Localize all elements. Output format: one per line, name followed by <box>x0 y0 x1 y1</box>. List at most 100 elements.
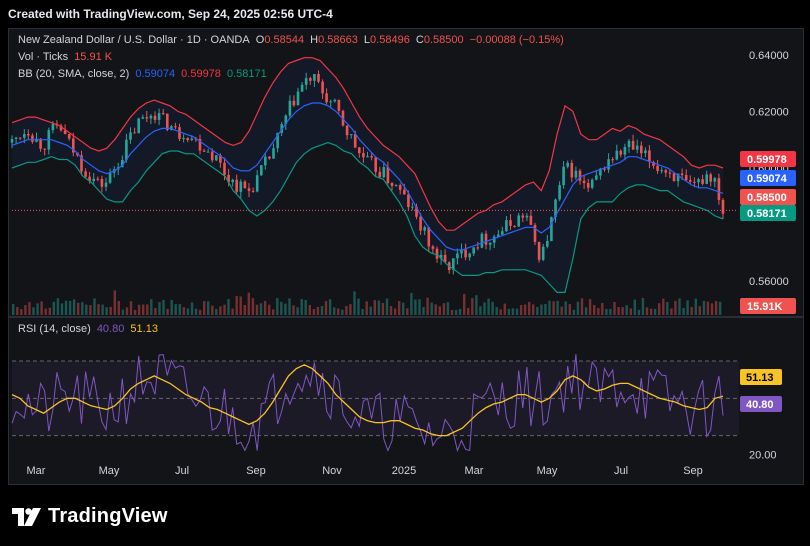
volume-bar <box>426 297 429 315</box>
volume-bar <box>641 298 645 315</box>
candle <box>652 160 655 169</box>
volume-bar <box>40 301 43 315</box>
volume-bar <box>653 308 657 315</box>
rsi-legend: RSI (14, close) 40.80 51.13 <box>18 323 161 335</box>
candle <box>272 143 275 159</box>
candle-body <box>157 113 161 120</box>
candle <box>341 109 345 127</box>
top-bar: Created with TradingView.com, Sep 24, 20… <box>0 0 810 28</box>
candle <box>174 122 177 130</box>
candle <box>574 166 578 180</box>
candle-body <box>452 258 455 270</box>
candle <box>570 159 574 183</box>
candle <box>125 133 128 163</box>
volume-bar <box>276 298 279 315</box>
volume-bar <box>523 304 527 315</box>
volume-bar <box>503 303 506 315</box>
candle <box>443 249 447 264</box>
volume-bar <box>312 309 316 315</box>
candle <box>562 161 565 189</box>
candle <box>84 168 87 179</box>
volume-bar <box>633 299 636 315</box>
volume-bar <box>85 304 88 315</box>
volume-bar <box>48 307 51 315</box>
candle <box>198 134 202 155</box>
candle <box>607 153 610 173</box>
volume-bar <box>105 307 108 315</box>
candle <box>149 114 153 125</box>
volume-bar <box>548 300 551 315</box>
volume-bar <box>268 304 271 315</box>
candle <box>631 134 635 150</box>
candle-body <box>721 200 725 214</box>
candle-body <box>578 170 582 181</box>
volume-bars <box>12 290 722 315</box>
volume-bar <box>613 302 616 315</box>
volume-bar <box>507 308 511 315</box>
candle <box>145 111 149 122</box>
candle-body <box>276 132 279 149</box>
candle-body <box>492 236 496 243</box>
volume-bar <box>515 308 519 315</box>
candle <box>460 243 463 259</box>
volume-badge-bg <box>740 298 796 314</box>
tradingview-logo[interactable]: TradingView <box>12 505 168 528</box>
candle <box>411 202 414 211</box>
candle <box>337 99 341 114</box>
volume-bar <box>718 301 722 315</box>
symbol-title: New Zealand Dollar / U.S. Dollar · 1D · … <box>18 34 250 46</box>
candle-body <box>309 78 312 81</box>
upper-price-badge: 0.59978 <box>740 151 796 167</box>
candle-body <box>96 178 100 180</box>
candle-body <box>166 113 169 130</box>
candle-body <box>533 224 537 242</box>
candle-body <box>709 174 712 182</box>
candle-body <box>603 168 606 170</box>
candle-body <box>186 138 189 140</box>
x-tick-label: Sep <box>246 465 266 477</box>
candle <box>398 183 402 195</box>
bb-basis-line <box>11 102 724 251</box>
volume-bar <box>637 309 641 315</box>
candle <box>10 135 14 149</box>
candle-body <box>390 183 394 186</box>
bb-lower-value: 0.58171 <box>226 68 267 80</box>
volume-bar <box>532 304 535 315</box>
candle <box>374 156 377 177</box>
candle-body <box>182 138 185 140</box>
candle-body <box>648 150 651 162</box>
candle-body <box>288 100 292 116</box>
volume-bar <box>450 310 454 315</box>
volume-bar <box>373 300 376 315</box>
volume-bar <box>414 299 417 315</box>
candle-body <box>664 170 668 173</box>
candle-body <box>476 247 480 249</box>
volume-bar <box>109 306 112 315</box>
volume-badge: 15.91K <box>740 298 796 314</box>
candle-body <box>243 181 247 189</box>
candle-body <box>59 125 63 131</box>
volume-bar <box>605 308 608 315</box>
volume-bar <box>113 290 116 315</box>
candle-body <box>80 155 83 172</box>
candle-body <box>43 148 46 150</box>
candle <box>182 134 185 143</box>
candle <box>325 88 328 105</box>
volume-bar <box>418 299 421 315</box>
volume-bar <box>499 309 502 315</box>
candle <box>533 222 537 246</box>
candle <box>292 95 296 107</box>
candle-body <box>697 179 700 183</box>
candle <box>648 145 651 169</box>
candle <box>153 111 157 124</box>
chart-panel[interactable] <box>8 28 804 485</box>
ohlc-c: C0.58500 <box>415 34 464 46</box>
candle <box>713 177 717 188</box>
candle-body <box>10 139 14 143</box>
volume-bar <box>609 308 612 315</box>
candle <box>260 164 263 177</box>
candle <box>550 216 553 242</box>
candle <box>660 167 663 174</box>
x-tick-label: Jul <box>614 465 628 477</box>
